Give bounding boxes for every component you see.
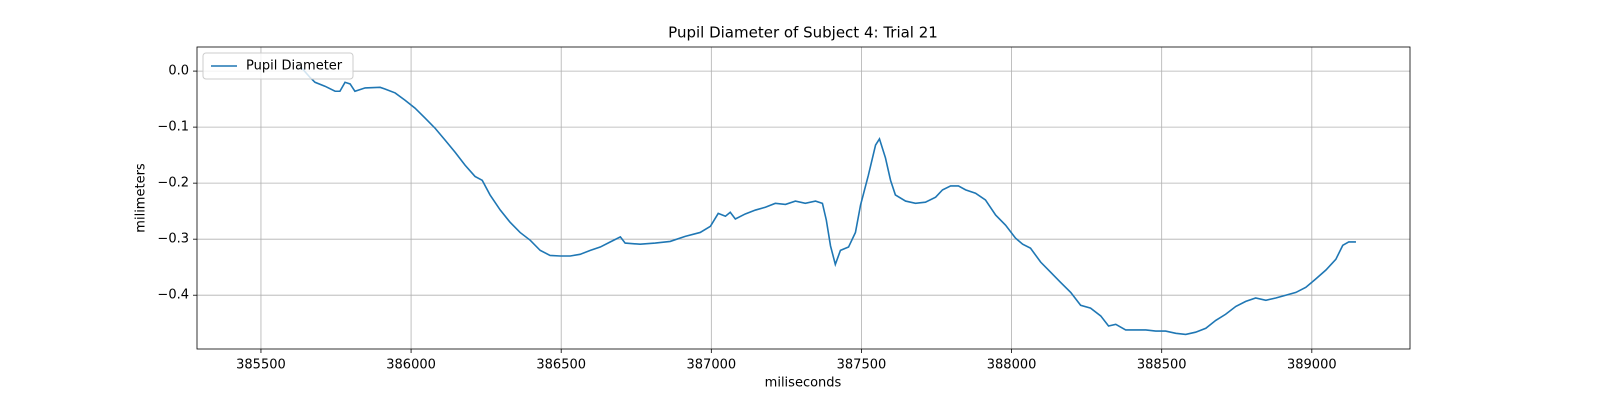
x-tick-label: 387000 <box>687 358 737 373</box>
x-tick-label: 386500 <box>536 358 586 373</box>
x-tick-label: 388000 <box>987 358 1037 373</box>
x-tick-label: 386000 <box>386 358 436 373</box>
y-tick-label: 0.0 <box>168 64 189 79</box>
x-tick-label: 387500 <box>837 358 887 373</box>
legend-label: Pupil Diameter <box>246 59 343 74</box>
x-tick-label: 388500 <box>1137 358 1187 373</box>
x-axis-label: miliseconds <box>765 376 842 391</box>
data-line <box>299 65 1356 336</box>
x-tick-label: 389000 <box>1287 358 1337 373</box>
y-tick-label: −0.4 <box>157 288 189 303</box>
y-axis-label: milimeters <box>134 163 149 233</box>
y-tick-label: −0.1 <box>157 120 189 135</box>
legend: Pupil Diameter <box>202 52 354 80</box>
legend-box <box>202 52 354 80</box>
y-tick-label: −0.3 <box>157 232 189 247</box>
y-tick-label: −0.2 <box>157 176 189 191</box>
chart-title: Pupil Diameter of Subject 4: Trial 21 <box>668 24 938 42</box>
plot-frame <box>196 46 1411 350</box>
x-tick-label: 385500 <box>236 358 286 373</box>
